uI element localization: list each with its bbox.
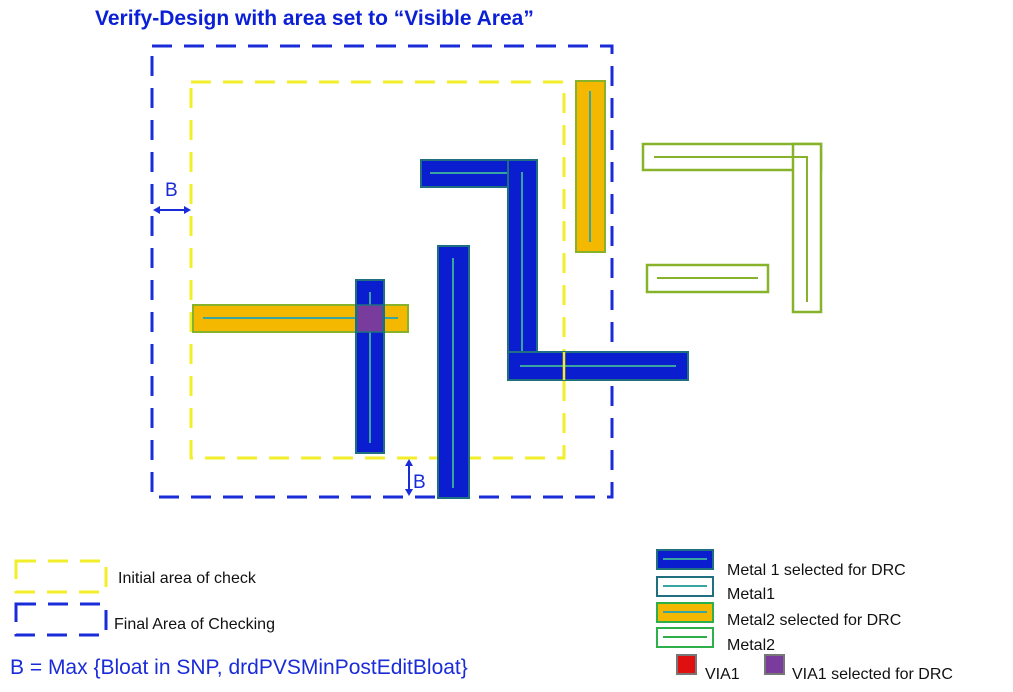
legend-metal2-selected-label: Metal2 selected for DRC — [727, 612, 901, 629]
metal2-bar-unselected — [645, 263, 770, 294]
legend-initial-area-swatch — [14, 559, 108, 594]
legend-final-area-swatch — [14, 602, 108, 637]
legend-metal1-label: Metal1 — [727, 586, 775, 603]
initial-area-boundary — [189, 80, 566, 460]
diagram-title: Verify-Design with area set to “Visible … — [95, 7, 534, 30]
bloat-indicator-bottom — [405, 459, 413, 496]
legend-via1-swatch — [676, 654, 697, 675]
bloat-indicator-left — [153, 206, 191, 214]
bloat-label-left: B — [165, 180, 178, 201]
metal2-l-shape-unselected — [641, 142, 823, 314]
metal1-selected-bottom-horizontal — [507, 351, 689, 381]
legend-via1-label: VIA1 — [705, 666, 740, 683]
legend-via1-selected-label: VIA1 selected for DRC — [792, 666, 953, 683]
legend-final-area-label: Final Area of Checking — [114, 616, 275, 633]
legend-metal2-label: Metal2 — [727, 637, 775, 654]
legend-initial-area-label: Initial area of check — [118, 570, 257, 587]
metal2-selected-vertical-bar — [575, 80, 606, 253]
legend-metal1-selected-label: Metal 1 selected for DRC — [727, 562, 906, 579]
bloat-formula: B = Max {Bloat in SNP, drdPVSMinPostEdit… — [10, 656, 468, 679]
via1-selected-square — [356, 304, 384, 333]
metal1-selected-center-vertical — [507, 159, 538, 381]
legend-via1-selected-swatch — [764, 654, 785, 675]
final-area-boundary — [150, 44, 614, 499]
bloat-label-bottom: B — [413, 472, 426, 493]
metal1-selected-long-vertical — [437, 245, 470, 499]
